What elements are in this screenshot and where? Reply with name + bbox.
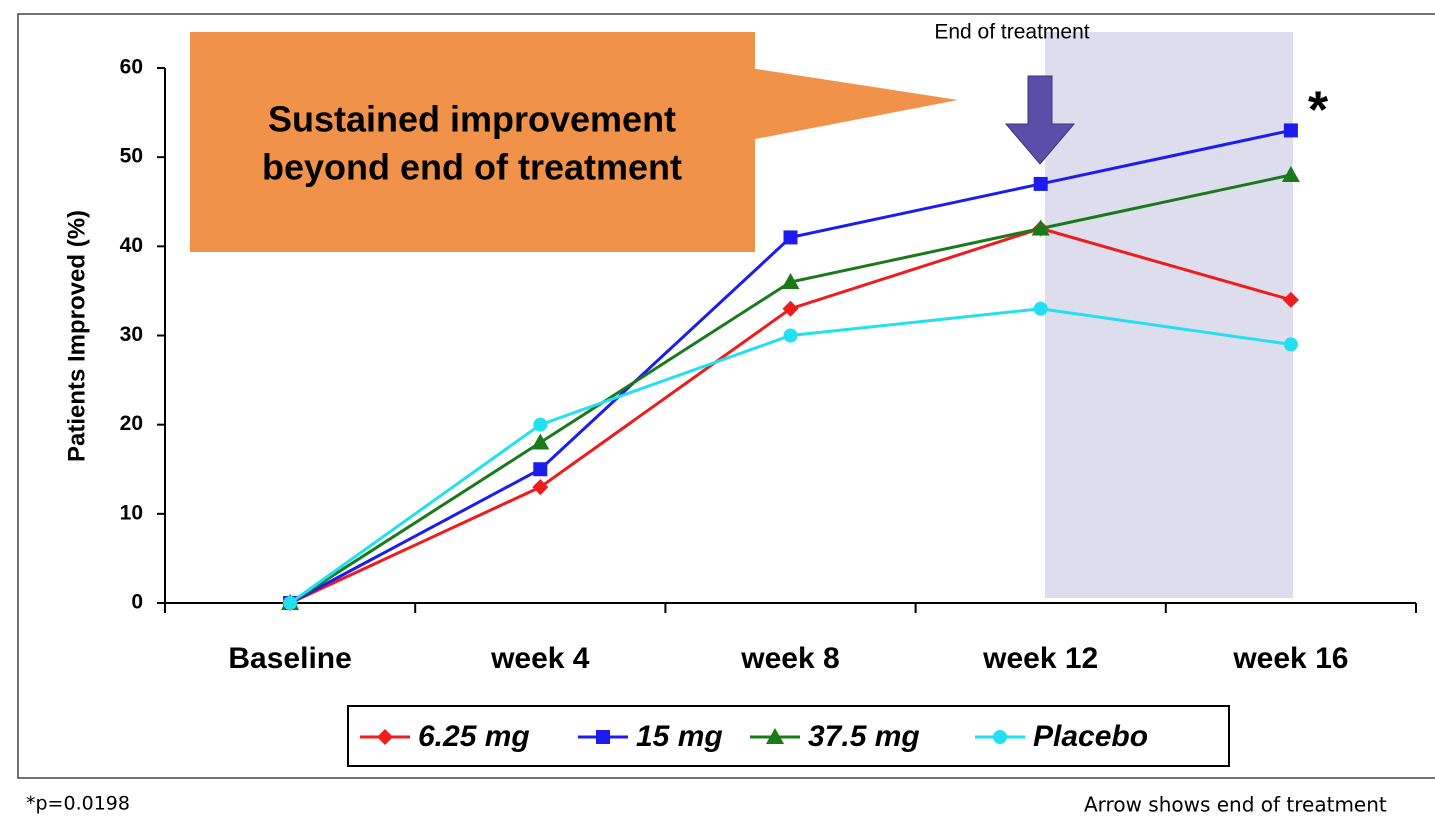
- data-point: [781, 273, 800, 289]
- legend-label: 6.25 mg: [418, 720, 530, 753]
- end-label: End of treatment: [934, 21, 1089, 44]
- y-tick-label: 30: [120, 323, 143, 346]
- legend-label: 15 mg: [636, 720, 723, 753]
- legend-label: Placebo: [1033, 720, 1148, 753]
- callout-text: Sustained improvement: [268, 99, 676, 140]
- data-point: [1281, 166, 1300, 182]
- data-point: [1033, 176, 1048, 191]
- legend-marker: [993, 730, 1007, 744]
- legend-marker: [766, 728, 784, 744]
- data-point: [782, 300, 799, 317]
- legend-marker: [377, 729, 393, 745]
- data-point: [1283, 123, 1298, 138]
- legend-marker: [596, 730, 610, 744]
- y-tick-label: 40: [120, 234, 143, 257]
- data-point: [532, 479, 549, 496]
- data-point: [533, 462, 548, 477]
- data-point: [1031, 219, 1050, 236]
- data-point: [783, 328, 798, 343]
- data-point: [783, 230, 798, 245]
- data-point: [1033, 301, 1048, 316]
- y-tick-label: 10: [120, 501, 143, 524]
- footnote: *p=0.0198: [26, 793, 130, 815]
- data-point: [283, 596, 298, 610]
- data-point: [533, 417, 548, 432]
- y-tick-label: 0: [131, 591, 143, 614]
- y-tick-label: 50: [120, 145, 143, 168]
- callout-pointer: [750, 68, 958, 140]
- data-point: [1282, 291, 1299, 308]
- note: Arrow shows end of treatment: [1084, 793, 1387, 817]
- callout-box: [190, 32, 755, 252]
- y-axis-label: Patients Improved (%): [63, 210, 90, 462]
- y-tick-label: 20: [120, 412, 143, 435]
- x-tick-label: week 12: [982, 642, 1098, 675]
- significance-mark: *: [1308, 82, 1329, 140]
- callout-text: beyond end of treatment: [262, 147, 682, 188]
- data-point: [1283, 337, 1298, 352]
- y-tick-label: 60: [120, 56, 143, 79]
- legend-label: 37.5 mg: [808, 720, 920, 753]
- x-tick-label: week 16: [1232, 642, 1348, 675]
- end-arrow: [1004, 75, 1076, 165]
- x-tick-label: Baseline: [228, 642, 351, 675]
- x-tick-label: week 8: [740, 642, 839, 675]
- data-point: [531, 433, 550, 450]
- x-tick-label: week 4: [490, 642, 590, 675]
